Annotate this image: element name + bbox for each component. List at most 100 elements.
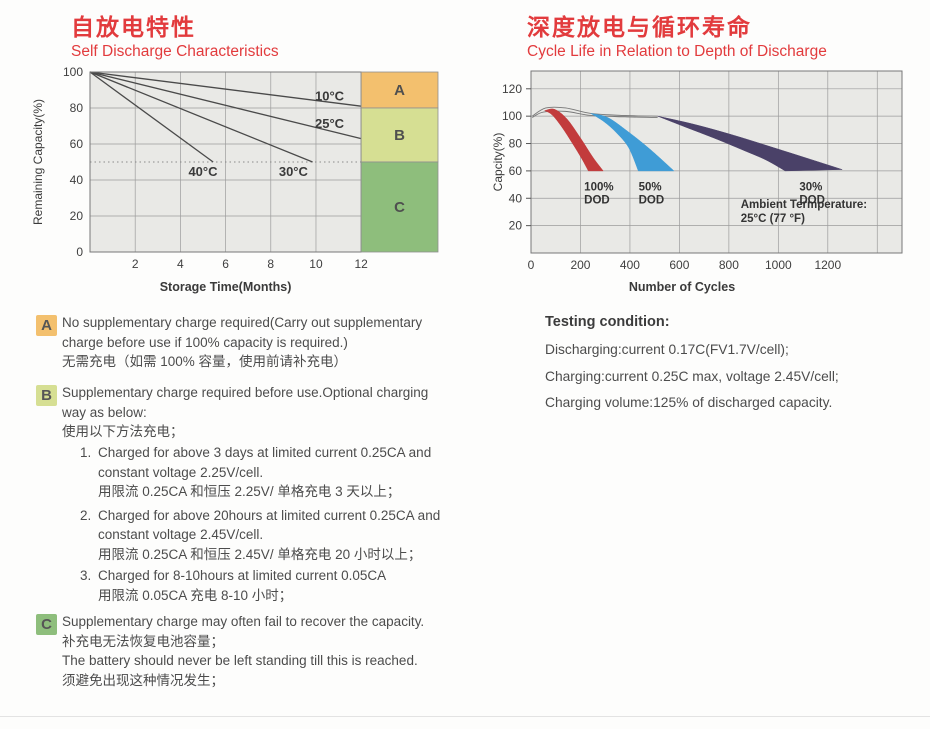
- step-line: Charged for above 20hours at limited cur…: [98, 507, 441, 523]
- svg-text:80: 80: [70, 101, 84, 115]
- svg-text:Capcity(%): Capcity(%): [492, 133, 505, 192]
- note-line: No supplementary charge required(Carry o…: [62, 315, 423, 330]
- step-line: 用限流 0.05CA 充电 8-10 小时；: [98, 587, 293, 603]
- testing-line: Charging:current 0.25C max, voltage 2.45…: [545, 368, 839, 384]
- svg-text:100: 100: [63, 65, 83, 79]
- svg-text:DOD: DOD: [799, 195, 825, 207]
- step-line: 用限流 0.25CA 和恒压 2.45V/ 单格充电 20 小时以上；: [98, 546, 422, 562]
- series-30°C: [89, 71, 313, 163]
- series-10°C: [89, 71, 362, 107]
- step-1: 1. Charged for above 3 days at limited c…: [72, 443, 532, 502]
- series-25°C: [89, 71, 362, 140]
- note-line: 使用以下方法充电；: [62, 424, 184, 439]
- step-line: Charged for above 3 days at limited curr…: [98, 445, 432, 460]
- band-100% DOD: [543, 108, 604, 172]
- svg-text:20: 20: [509, 219, 523, 233]
- svg-text:C: C: [394, 199, 405, 216]
- svg-text:120: 120: [502, 82, 522, 96]
- page-bottom-rule: [0, 716, 930, 717]
- note-line: Supplementary charge may often fail to r…: [62, 614, 425, 629]
- svg-text:DOD: DOD: [584, 195, 610, 207]
- svg-text:0: 0: [528, 258, 535, 272]
- right-title-zh: 深度放电与循环寿命: [527, 14, 752, 40]
- envelope-curve: [532, 110, 658, 118]
- zone-a-badge: A: [36, 315, 57, 336]
- svg-text:100%: 100%: [584, 182, 613, 194]
- svg-text:800: 800: [719, 258, 739, 272]
- svg-text:Remaining Capacity(%): Remaining Capacity(%): [31, 99, 45, 225]
- svg-text:80: 80: [509, 137, 523, 151]
- step-line: 用限流 0.25CA 和恒压 2.25V/ 单格充电 3 天以上；: [98, 484, 401, 499]
- svg-text:8: 8: [267, 257, 274, 271]
- left-section-heading: 自放电特性 Self Discharge Characteristics: [71, 14, 279, 62]
- right-section-heading: 深度放电与循环寿命 Cycle Life in Relation to Dept…: [527, 14, 827, 62]
- series-40°C: [89, 71, 214, 163]
- svg-text:DOD: DOD: [639, 195, 665, 207]
- svg-text:200: 200: [570, 258, 590, 272]
- svg-text:1200: 1200: [814, 258, 841, 272]
- svg-text:60: 60: [509, 164, 523, 178]
- svg-text:600: 600: [669, 258, 689, 272]
- note-c: C Supplementary charge may often fail to…: [36, 612, 496, 690]
- svg-text:4: 4: [177, 257, 184, 271]
- svg-text:Number of Cycles: Number of Cycles: [629, 280, 735, 294]
- note-line: The battery should never be left standin…: [62, 653, 418, 668]
- svg-text:Storage Time(Months): Storage Time(Months): [160, 280, 292, 294]
- svg-text:25°C: 25°C: [315, 116, 345, 131]
- testing-condition: Testing condition: Discharging:current 0…: [545, 314, 925, 417]
- svg-text:10: 10: [309, 257, 323, 271]
- note-a: A No supplementary charge required(Carry…: [36, 313, 496, 372]
- testing-line: Discharging:current 0.17C(FV1.7V/cell);: [545, 342, 789, 357]
- note-line: way as below:: [62, 404, 147, 420]
- note-line: Supplementary charge required before use…: [62, 385, 429, 400]
- svg-text:40°C: 40°C: [188, 164, 218, 179]
- svg-text:6: 6: [222, 257, 229, 271]
- note-line: 须避免出现这种情况发生；: [62, 672, 224, 688]
- envelope-curve: [531, 106, 658, 117]
- svg-text:50%: 50%: [639, 182, 662, 194]
- self-discharge-chart: A B C 10°C 25°C 30°C 40°C 0 20 40 60 80 100 2 4 6 8 10 12 S…: [28, 60, 468, 308]
- step-line: constant voltage 2.25V/cell.: [98, 464, 264, 480]
- note-line: 补充电无法恢复电池容量；: [62, 633, 224, 649]
- svg-text:25°C (77 °F): 25°C (77 °F): [741, 213, 805, 225]
- zone-b-badge: B: [36, 385, 57, 406]
- svg-text:0: 0: [76, 245, 83, 259]
- svg-text:1000: 1000: [765, 258, 792, 272]
- zone-B: [360, 107, 439, 163]
- svg-text:2: 2: [132, 257, 139, 271]
- svg-text:A: A: [394, 82, 405, 99]
- svg-text:400: 400: [620, 258, 640, 272]
- step-number: 2.: [80, 507, 92, 523]
- cycle-life-chart: 100% DOD 50% DOD 30% DOD Ambient Termperature:…: [491, 60, 930, 308]
- svg-text:100: 100: [502, 109, 522, 123]
- step-number: 3.: [80, 568, 92, 583]
- left-title-zh: 自放电特性: [71, 14, 196, 40]
- svg-text:30%: 30%: [799, 182, 822, 194]
- svg-text:Ambient Termperature:: Ambient Termperature:: [741, 199, 867, 211]
- testing-title: Testing condition:: [545, 314, 670, 330]
- step-3: 3. Charged for 8-10hours at limited curr…: [72, 566, 532, 605]
- left-title-en: Self Discharge Characteristics: [71, 43, 279, 60]
- step-line: Charged for 8-10hours at limited current…: [98, 568, 387, 583]
- zone-c-badge: C: [36, 614, 57, 635]
- svg-text:10°C: 10°C: [315, 88, 345, 103]
- note-line: charge before use if 100% capacity is re…: [62, 334, 348, 350]
- zone-C: [360, 161, 439, 253]
- svg-text:12: 12: [354, 257, 368, 271]
- band-30% DOD: [657, 115, 843, 172]
- svg-text:20: 20: [70, 209, 84, 223]
- svg-text:60: 60: [70, 137, 84, 151]
- svg-text:40: 40: [509, 191, 523, 205]
- step-line: constant voltage 2.45V/cell.: [98, 527, 264, 542]
- note-b: B Supplementary charge required before u…: [36, 383, 496, 442]
- charging-steps: 1. Charged for above 3 days at limited c…: [36, 443, 496, 605]
- note-line: 无需充电（如需 100% 容量，使用前请补充电）: [62, 354, 348, 369]
- zone-A: [360, 71, 439, 109]
- step-2: 2. Charged for above 20hours at limited …: [72, 506, 532, 565]
- svg-text:B: B: [394, 127, 405, 144]
- svg-text:30°C: 30°C: [279, 164, 309, 179]
- band-50% DOD: [590, 113, 675, 172]
- right-title-en: Cycle Life in Relation to Depth of Disch…: [527, 43, 827, 60]
- step-number: 1.: [80, 445, 92, 460]
- svg-text:40: 40: [70, 173, 84, 187]
